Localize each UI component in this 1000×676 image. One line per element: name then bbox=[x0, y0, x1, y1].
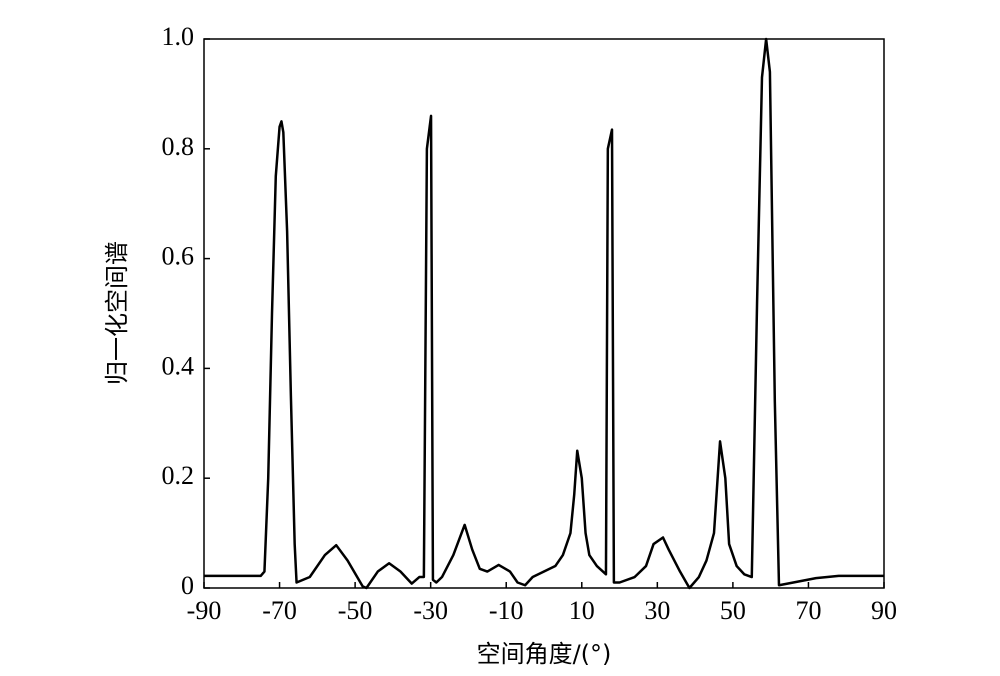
plot-frame bbox=[203, 38, 885, 589]
y-tick-label: 0.8 bbox=[162, 132, 195, 161]
y-axis-title: 归一化空间谱 bbox=[103, 241, 131, 385]
x-tick-label: 30 bbox=[644, 596, 670, 625]
x-tick-label: -90 bbox=[187, 596, 222, 625]
y-tick-label: 0 bbox=[181, 571, 194, 600]
y-tick-label: 0.6 bbox=[162, 242, 195, 271]
x-tick-label: 10 bbox=[569, 596, 595, 625]
y-tick-label: 1.0 bbox=[162, 22, 195, 51]
x-tick-label: -70 bbox=[262, 596, 297, 625]
x-tick-label: -50 bbox=[338, 596, 373, 625]
y-tick-label: 0.4 bbox=[162, 351, 195, 380]
x-tick-label: -30 bbox=[413, 596, 448, 625]
x-tick-label: 70 bbox=[795, 596, 821, 625]
y-tick-label: 0.2 bbox=[162, 461, 195, 490]
x-axis-title: 空间角度/(°) bbox=[477, 640, 612, 668]
spectrum-line bbox=[204, 37, 884, 590]
x-tick-label: 50 bbox=[720, 596, 746, 625]
x-tick-label: 90 bbox=[871, 596, 897, 625]
x-tick-label: -10 bbox=[489, 596, 524, 625]
